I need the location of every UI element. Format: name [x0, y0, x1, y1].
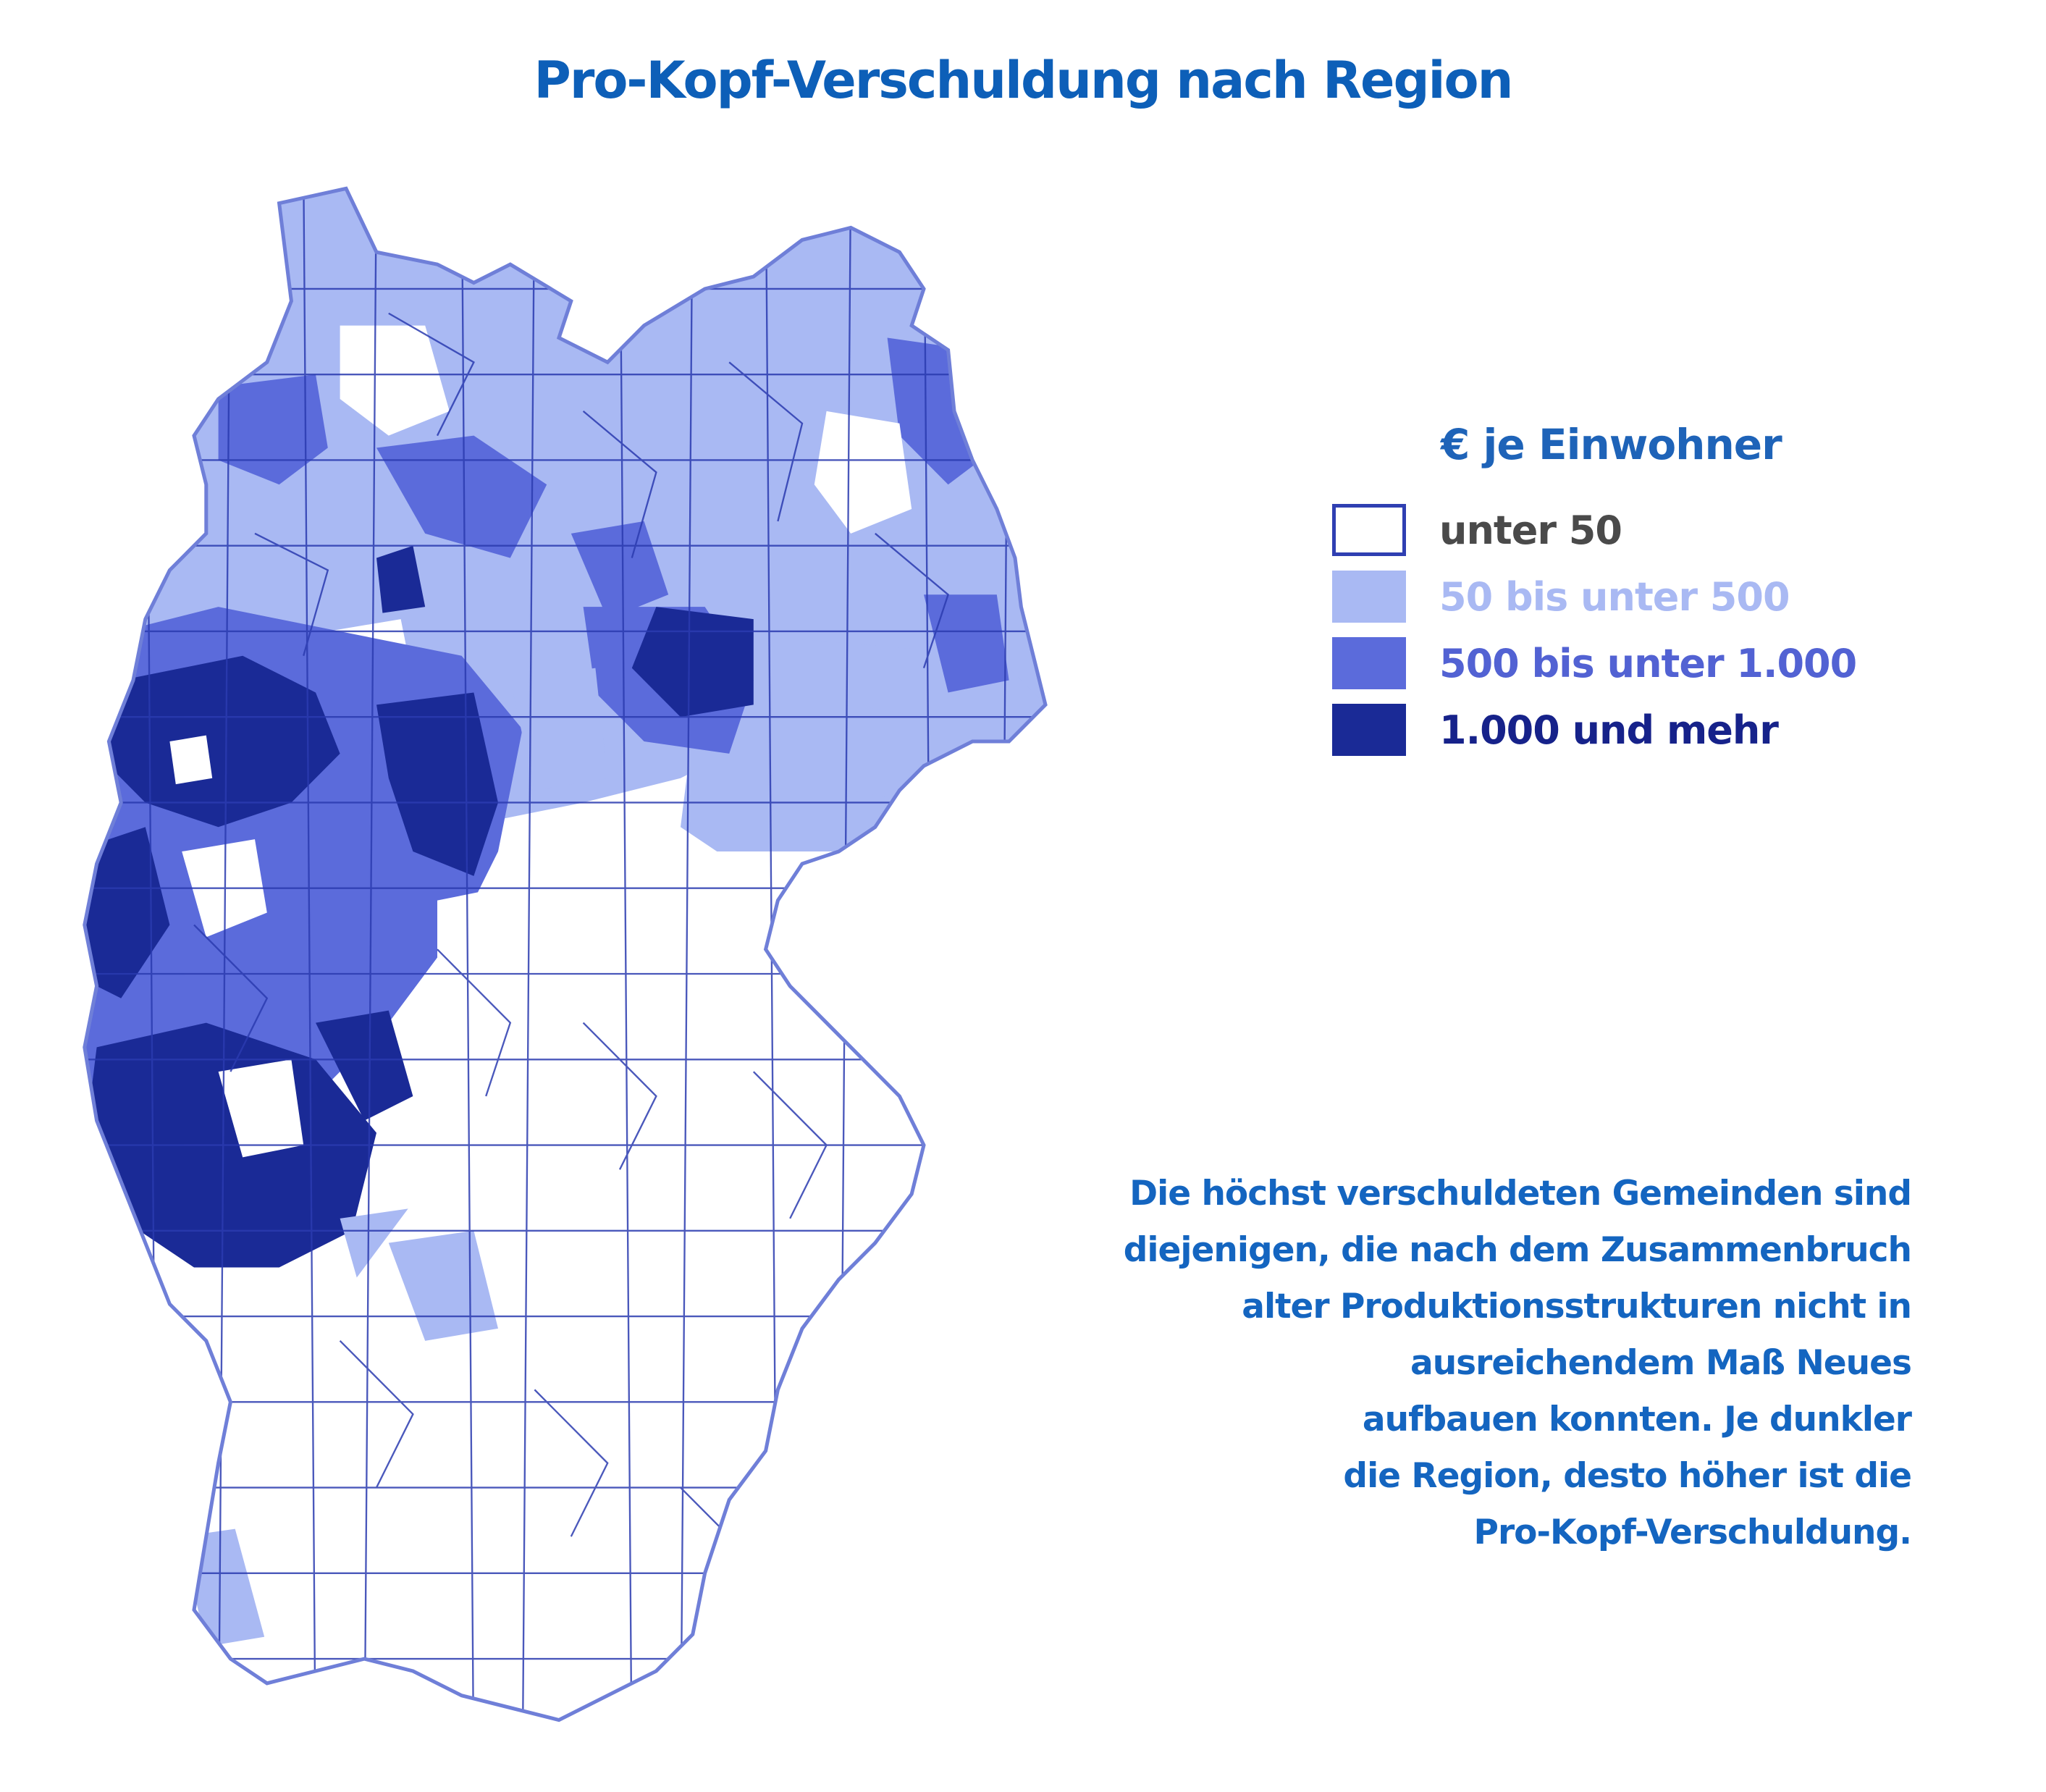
- description-line: alter Produktionsstrukturen nicht in: [1242, 1287, 1912, 1326]
- map-title: Pro-Kopf-Verschuldung nach Region: [534, 51, 1514, 110]
- legend-label: 500 bis unter 1.000: [1439, 640, 1857, 686]
- description-line: ausreichendem Maß Neues: [1410, 1343, 1912, 1383]
- description-line: Die höchst verschuldeten Gemeinden sind: [1129, 1174, 1912, 1213]
- description-line: die Region, desto höher ist die: [1343, 1456, 1912, 1496]
- legend-label: 1.000 und mehr: [1439, 707, 1779, 753]
- legend-swatch: [1332, 637, 1406, 689]
- description-line: aufbauen konnten. Je dunkler: [1362, 1400, 1912, 1439]
- legend-label: unter 50: [1439, 507, 1622, 553]
- description-text: Die höchst verschuldeten Gemeinden sind …: [1014, 1166, 1912, 1561]
- legend-item-1000-und-mehr: 1.000 und mehr: [1332, 697, 1897, 763]
- legend-item-50-bis-unter-500: 50 bis unter 500: [1332, 563, 1897, 630]
- legend-item-unter-50: unter 50: [1332, 497, 1897, 563]
- legend-swatch: [1332, 704, 1406, 756]
- map-regions: [84, 188, 1045, 1720]
- legend-label: 50 bis unter 500: [1439, 573, 1790, 620]
- germany-map: [72, 167, 1289, 1781]
- legend-item-500-bis-unter-1000: 500 bis unter 1.000: [1332, 630, 1897, 697]
- legend: € je Einwohner unter 50 50 bis unter 500…: [1332, 420, 1897, 763]
- legend-swatch: [1332, 504, 1406, 556]
- legend-title: € je Einwohner: [1441, 420, 1782, 469]
- description-line: Pro-Kopf-Verschuldung.: [1473, 1513, 1912, 1552]
- description-line: diejenigen, die nach dem Zusammenbruch: [1123, 1230, 1912, 1270]
- legend-swatch: [1332, 571, 1406, 623]
